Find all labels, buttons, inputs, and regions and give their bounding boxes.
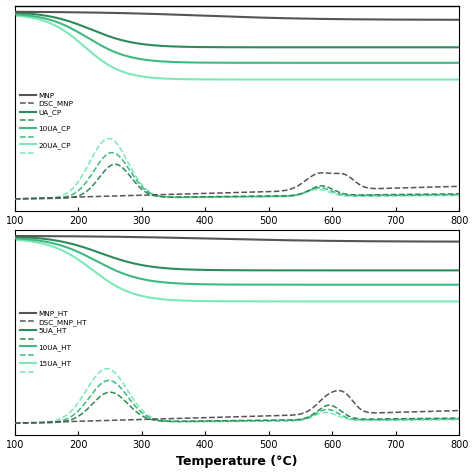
Legend: MNP, DSC_MNP, UA_CP, , 10UA_CP, , 20UA_CP, : MNP, DSC_MNP, UA_CP, , 10UA_CP, , 20UA_C… (18, 91, 75, 158)
Legend: MNP_HT, DSC_MNP_HT, 5UA_HT, , 10UA_HT, , 15UA_HT, : MNP_HT, DSC_MNP_HT, 5UA_HT, , 10UA_HT, ,… (18, 309, 89, 376)
X-axis label: Temperature (°C): Temperature (°C) (176, 456, 298, 468)
